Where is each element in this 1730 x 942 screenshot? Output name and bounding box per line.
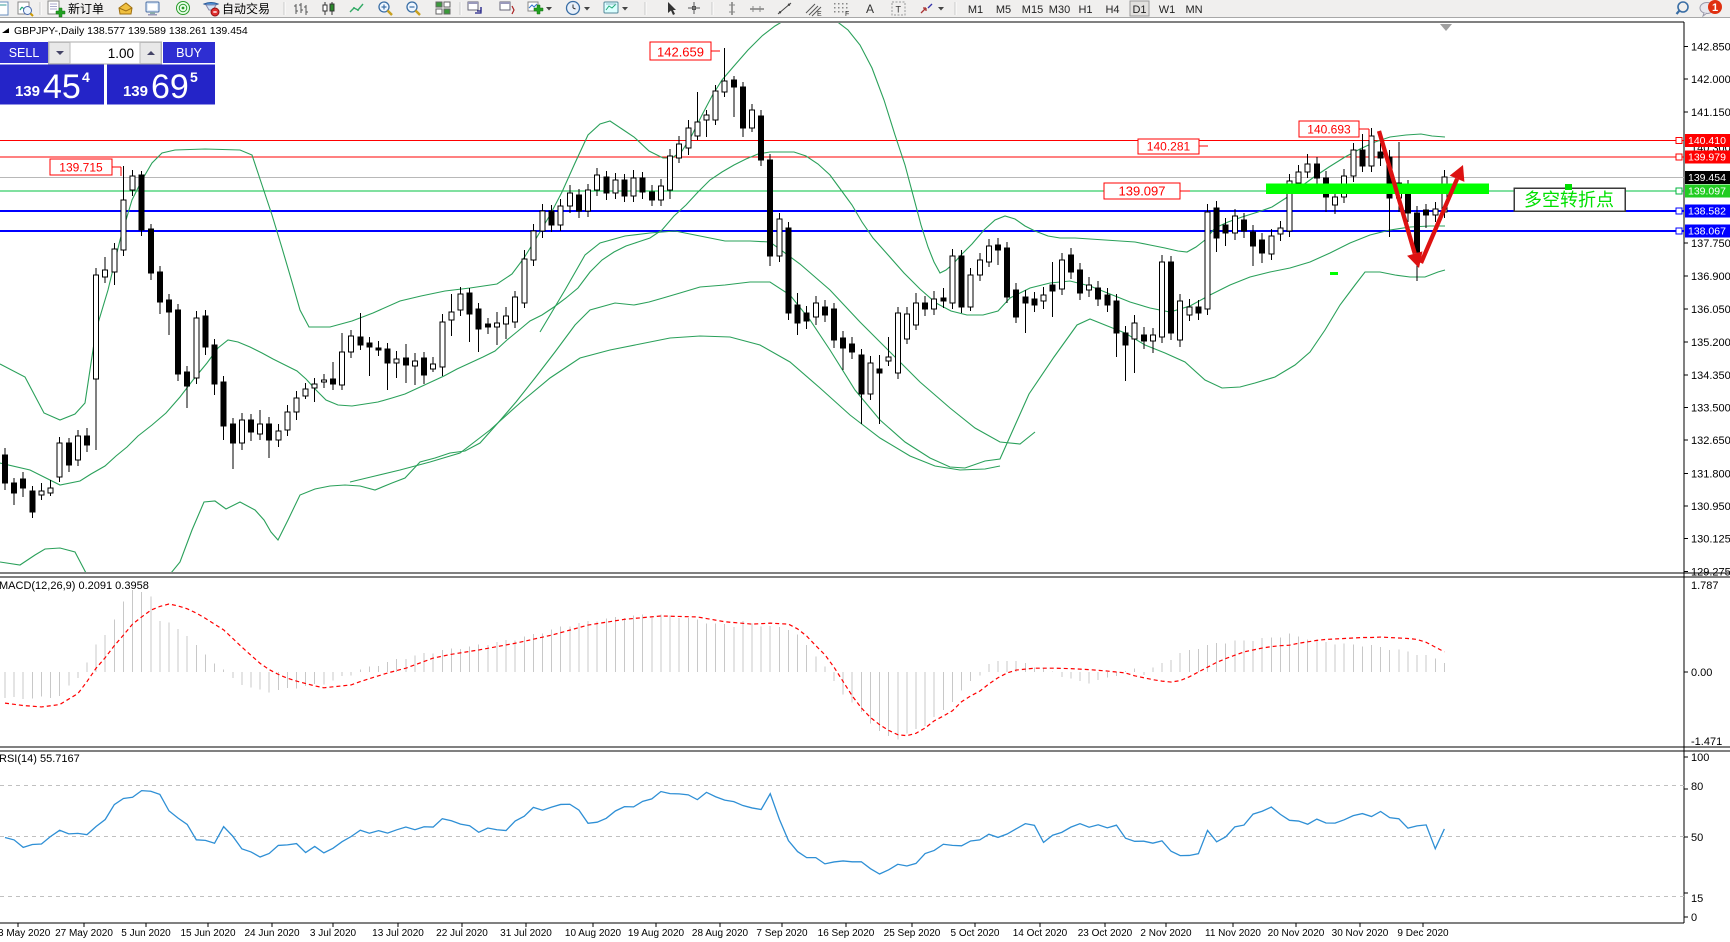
svg-text:-1.471: -1.471	[1691, 736, 1722, 748]
svg-text:129.275: 129.275	[1691, 567, 1730, 579]
svg-text:22 Jul 2020: 22 Jul 2020	[436, 928, 488, 939]
svg-text:45: 45	[43, 68, 81, 106]
svg-text:4: 4	[82, 69, 90, 85]
svg-text:24 Jun 2020: 24 Jun 2020	[244, 928, 299, 939]
svg-text:139.454: 139.454	[1688, 172, 1726, 184]
svg-text:69: 69	[151, 68, 189, 106]
svg-text:F: F	[845, 11, 849, 18]
svg-text:136.900: 136.900	[1691, 271, 1730, 283]
svg-text:80: 80	[1691, 781, 1703, 793]
svg-text:11 Nov 2020: 11 Nov 2020	[1205, 928, 1261, 939]
svg-text:140.281: 140.281	[1147, 140, 1191, 154]
svg-text:140.693: 140.693	[1307, 123, 1351, 137]
svg-text:1.787: 1.787	[1691, 580, 1719, 592]
svg-text:20 Nov 2020: 20 Nov 2020	[1268, 928, 1325, 939]
svg-text:139.097: 139.097	[1688, 186, 1726, 198]
svg-text:139.097: 139.097	[1119, 184, 1166, 199]
svg-text:131.800: 131.800	[1691, 469, 1730, 481]
svg-text:30 Nov 2020: 30 Nov 2020	[1332, 928, 1389, 939]
svg-text:139.715: 139.715	[59, 161, 103, 175]
svg-text:28 Aug 2020: 28 Aug 2020	[692, 928, 749, 939]
svg-text:多空转折点: 多空转折点	[1524, 190, 1614, 210]
svg-text:19 Aug 2020: 19 Aug 2020	[628, 928, 685, 939]
svg-text:130.125: 130.125	[1691, 534, 1730, 546]
svg-text:139.979: 139.979	[1688, 152, 1726, 164]
svg-text:0.00: 0.00	[1691, 667, 1712, 679]
svg-text:133.500: 133.500	[1691, 403, 1730, 415]
svg-text:142.000: 142.000	[1691, 74, 1730, 86]
svg-text:16 Sep 2020: 16 Sep 2020	[818, 928, 875, 939]
svg-text:1: 1	[1712, 2, 1718, 14]
svg-text:5 Oct 2020: 5 Oct 2020	[951, 928, 1000, 939]
svg-text:A: A	[866, 2, 874, 16]
svg-text:5: 5	[190, 69, 198, 85]
svg-text:新订单: 新订单	[68, 1, 104, 16]
svg-text:142.659: 142.659	[657, 45, 704, 60]
svg-text:15 Jun 2020: 15 Jun 2020	[180, 928, 235, 939]
svg-text:132.650: 132.650	[1691, 435, 1730, 447]
svg-text:SELL: SELL	[9, 46, 40, 60]
svg-text:14 Oct 2020: 14 Oct 2020	[1013, 928, 1068, 939]
svg-text:10 Aug 2020: 10 Aug 2020	[565, 928, 622, 939]
svg-text:3 Jul 2020: 3 Jul 2020	[310, 928, 357, 939]
svg-text:15: 15	[1691, 893, 1703, 905]
svg-text:W1: W1	[1159, 4, 1176, 16]
svg-text:140.410: 140.410	[1688, 135, 1726, 147]
svg-text:MACD(12,26,9) 0.2091 0.3958: MACD(12,26,9) 0.2091 0.3958	[0, 580, 149, 592]
svg-text:100: 100	[1691, 752, 1709, 764]
svg-text:9 Dec 2020: 9 Dec 2020	[1397, 928, 1449, 939]
svg-text:138.067: 138.067	[1688, 226, 1726, 238]
svg-text:GBPJPY-,Daily 138.577 139.589: GBPJPY-,Daily 138.577 139.589 138.261 13…	[14, 25, 248, 37]
svg-text:141.150: 141.150	[1691, 107, 1730, 119]
svg-text:135.200: 135.200	[1691, 337, 1730, 349]
svg-text:130.950: 130.950	[1691, 501, 1730, 513]
svg-text:13 Jul 2020: 13 Jul 2020	[372, 928, 424, 939]
svg-text:142.850: 142.850	[1691, 42, 1730, 54]
svg-text:50: 50	[1691, 832, 1703, 844]
svg-text:M5: M5	[996, 4, 1011, 16]
svg-text:0: 0	[1691, 912, 1697, 924]
svg-text:D1: D1	[1132, 4, 1146, 16]
svg-text:E: E	[817, 11, 822, 18]
svg-text:H1: H1	[1078, 4, 1092, 16]
svg-text:31 Jul 2020: 31 Jul 2020	[500, 928, 552, 939]
svg-text:H4: H4	[1105, 4, 1119, 16]
svg-text:27 May 2020: 27 May 2020	[55, 928, 113, 939]
svg-text:25 Sep 2020: 25 Sep 2020	[884, 928, 941, 939]
svg-text:2 Nov 2020: 2 Nov 2020	[1140, 928, 1192, 939]
svg-text:139: 139	[15, 83, 40, 100]
svg-text:MN: MN	[1185, 4, 1202, 16]
svg-text:5 Jun 2020: 5 Jun 2020	[121, 928, 171, 939]
svg-text:RSI(14) 55.7167: RSI(14) 55.7167	[0, 753, 80, 765]
svg-text:T: T	[896, 5, 902, 15]
svg-text:138.582: 138.582	[1688, 206, 1726, 218]
svg-text:136.050: 136.050	[1691, 304, 1730, 316]
svg-text:134.350: 134.350	[1691, 370, 1730, 382]
svg-text:BUY: BUY	[176, 46, 202, 60]
svg-text:139: 139	[123, 83, 148, 100]
svg-text:M1: M1	[968, 4, 983, 16]
svg-text:3 May 2020: 3 May 2020	[0, 928, 51, 939]
svg-text:7 Sep 2020: 7 Sep 2020	[756, 928, 808, 939]
svg-text:M30: M30	[1049, 4, 1070, 16]
svg-text:140.300: 140.300	[1691, 143, 1730, 155]
svg-text:M15: M15	[1022, 4, 1043, 16]
svg-text:自动交易: 自动交易	[222, 1, 270, 16]
svg-text:23 Oct 2020: 23 Oct 2020	[1078, 928, 1133, 939]
svg-text:137.750: 137.750	[1691, 238, 1730, 250]
svg-text:1.00: 1.00	[108, 46, 134, 61]
